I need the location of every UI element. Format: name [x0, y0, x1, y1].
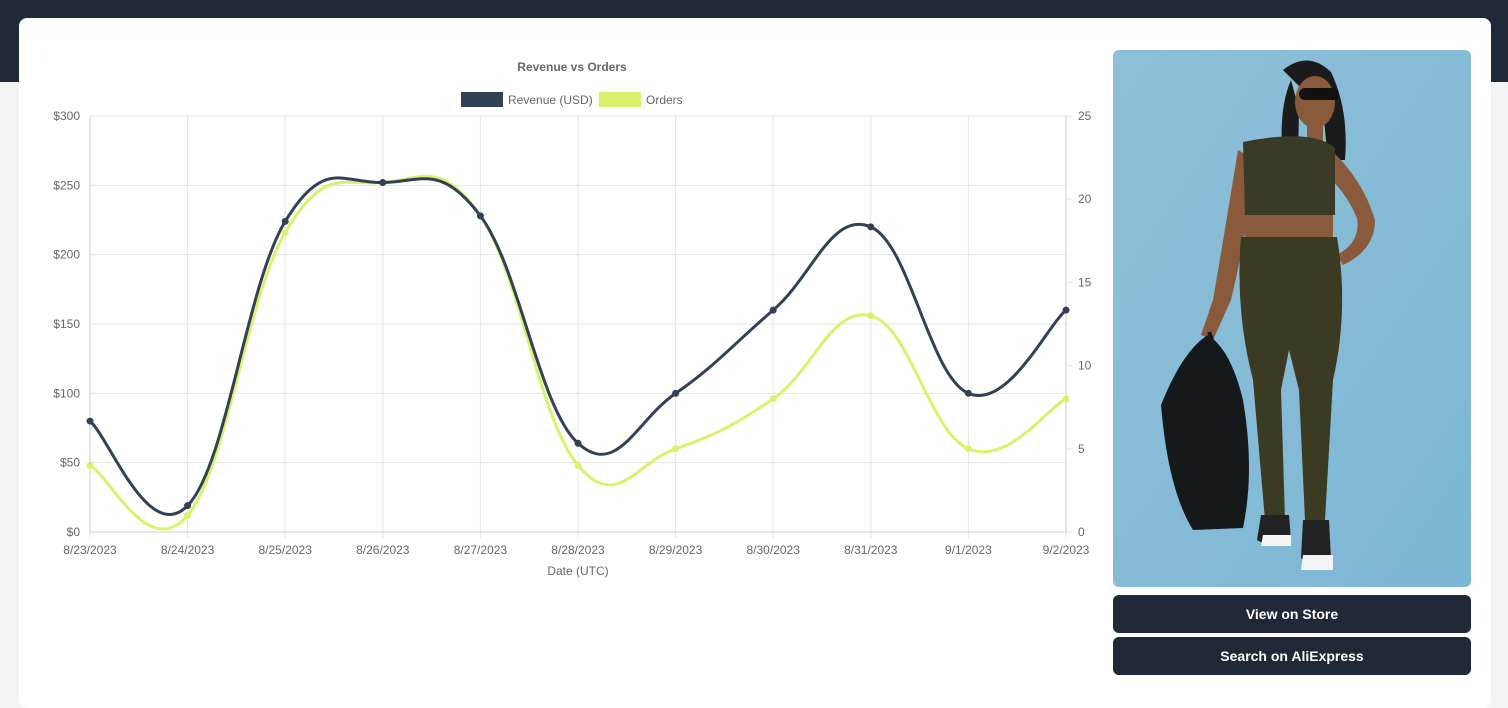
search-on-aliexpress-button[interactable]: Search on AliExpress — [1113, 637, 1471, 675]
view-on-store-button[interactable]: View on Store — [1113, 595, 1471, 633]
data-point-orders[interactable] — [184, 511, 192, 519]
y-left-tick-label: $200 — [53, 248, 80, 262]
y-right-tick-label: 25 — [1078, 109, 1092, 123]
x-tick-label: 8/26/2023 — [356, 543, 410, 557]
chart-series — [86, 174, 1070, 531]
chart-axes: $0 $50 $100 $150 $200 $250 $300 0 5 10 15 20 25 8/23/… — [53, 109, 1091, 557]
legend: Revenue (USD) Orders — [461, 92, 683, 107]
y-left-tick-label: $100 — [53, 386, 80, 400]
x-tick-label: 8/30/2023 — [747, 543, 801, 557]
y-right-tick-label: 20 — [1078, 192, 1092, 206]
series-line-orders — [88, 174, 1068, 531]
y-right-tick-label: 15 — [1078, 275, 1092, 289]
data-point-orders[interactable] — [769, 395, 777, 403]
legend-item-orders[interactable]: Orders — [599, 92, 683, 107]
data-point-revenue[interactable] — [184, 502, 192, 510]
data-point-revenue[interactable] — [476, 212, 484, 220]
x-tick-label: 8/23/2023 — [63, 543, 117, 557]
data-point-revenue[interactable] — [867, 223, 875, 231]
x-tick-label: 8/25/2023 — [259, 543, 313, 557]
legend-item-revenue[interactable]: Revenue (USD) — [461, 92, 593, 107]
y-right-tick-label: 0 — [1078, 525, 1085, 539]
data-point-orders[interactable] — [672, 445, 680, 453]
series-line-revenue — [88, 176, 1068, 516]
legend-swatch-orders — [599, 92, 641, 107]
data-point-revenue[interactable] — [672, 389, 680, 397]
product-photo-illustration — [1113, 50, 1471, 587]
x-tick-label: 9/1/2023 — [945, 543, 992, 557]
data-point-revenue[interactable] — [574, 439, 582, 447]
x-tick-label: 8/29/2023 — [649, 543, 703, 557]
data-point-orders[interactable] — [1062, 395, 1070, 403]
data-point-revenue[interactable] — [769, 306, 777, 314]
data-point-revenue[interactable] — [964, 389, 972, 397]
data-point-revenue[interactable] — [379, 179, 387, 187]
legend-label-orders: Orders — [646, 93, 683, 107]
y-left-tick-label: $50 — [60, 456, 80, 470]
x-tick-label: 8/28/2023 — [551, 543, 605, 557]
product-image — [1113, 50, 1471, 587]
data-point-revenue[interactable] — [86, 417, 94, 425]
x-tick-label: 9/2/2023 — [1043, 543, 1090, 557]
data-point-orders[interactable] — [86, 461, 94, 469]
y-right-tick-label: 10 — [1078, 359, 1092, 373]
data-point-revenue[interactable] — [1062, 306, 1070, 314]
x-tick-label: 8/31/2023 — [844, 543, 898, 557]
data-point-revenue[interactable] — [281, 217, 289, 225]
y-left-tick-label: $300 — [53, 109, 80, 123]
y-right-tick-label: 5 — [1078, 442, 1085, 456]
product-card: Revenue vs Orders Revenue (USD) Orders $… — [19, 18, 1491, 708]
data-point-orders[interactable] — [867, 312, 875, 320]
revenue-orders-chart: Revenue vs Orders Revenue (USD) Orders $… — [53, 60, 1091, 578]
x-axis-title: Date (UTC) — [547, 564, 608, 578]
y-left-tick-label: $150 — [53, 317, 80, 331]
legend-label-revenue: Revenue (USD) — [508, 93, 593, 107]
legend-swatch-revenue — [461, 92, 503, 107]
data-point-orders[interactable] — [574, 461, 582, 469]
data-point-orders[interactable] — [964, 445, 972, 453]
y-left-tick-label: $250 — [53, 178, 80, 192]
chart-title: Revenue vs Orders — [517, 60, 627, 74]
x-tick-label: 8/27/2023 — [454, 543, 508, 557]
data-point-orders[interactable] — [281, 228, 289, 236]
y-left-tick-label: $0 — [67, 525, 81, 539]
x-tick-label: 8/24/2023 — [161, 543, 215, 557]
